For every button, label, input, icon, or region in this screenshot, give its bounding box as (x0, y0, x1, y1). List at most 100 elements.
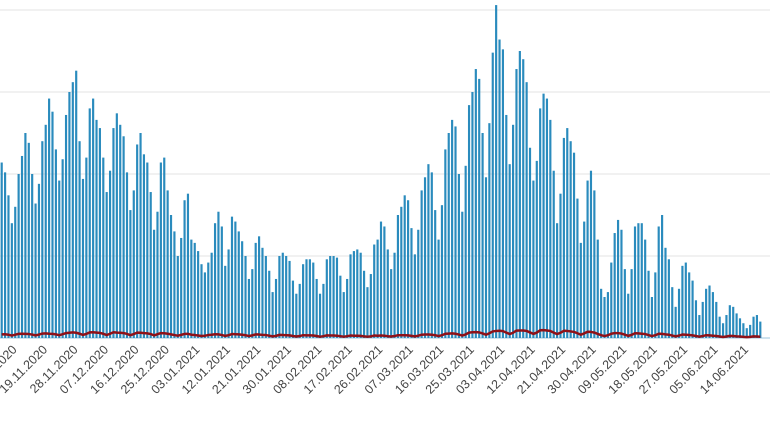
bar (173, 231, 176, 338)
bar (257, 236, 261, 338)
bar (549, 119, 552, 338)
bar (498, 39, 501, 339)
bar (159, 162, 162, 338)
bar (413, 254, 416, 338)
bar (37, 183, 41, 338)
bar (674, 306, 677, 338)
bar (268, 270, 271, 338)
bar (616, 219, 620, 338)
bar (207, 262, 210, 338)
bar (81, 178, 85, 338)
bar (684, 262, 687, 338)
bar (515, 69, 518, 338)
bar (112, 128, 115, 338)
bar (728, 305, 731, 338)
bar (322, 283, 325, 338)
bar (92, 98, 95, 338)
bar (3, 172, 7, 338)
bar (606, 292, 609, 338)
bar (488, 123, 491, 338)
bar (467, 105, 471, 339)
bar (542, 93, 545, 338)
bar (298, 283, 301, 338)
bar (454, 126, 457, 338)
bar (505, 114, 508, 339)
bar (464, 165, 467, 338)
bar (593, 190, 596, 338)
bar (125, 172, 129, 338)
bar (51, 111, 54, 339)
bar (738, 318, 742, 338)
bar (525, 82, 528, 338)
bar (650, 297, 654, 338)
bar (647, 270, 650, 338)
bar (657, 226, 660, 338)
bar (58, 180, 61, 338)
bar (701, 301, 704, 338)
bar (681, 265, 684, 338)
bar (308, 259, 311, 338)
bar (430, 172, 433, 338)
bar (742, 323, 745, 338)
bar (369, 274, 372, 338)
bar (572, 152, 576, 338)
bar (725, 315, 728, 338)
bar (630, 269, 633, 338)
bar (396, 215, 400, 338)
bar (376, 239, 379, 338)
bar (373, 244, 376, 338)
bar (501, 49, 505, 339)
bar (508, 164, 511, 338)
bar (667, 259, 670, 338)
bar (166, 190, 169, 338)
bar (315, 278, 318, 338)
bar (583, 221, 586, 338)
bar (193, 242, 196, 338)
bar (759, 321, 762, 338)
bar (254, 242, 257, 338)
bar (691, 280, 694, 338)
bar (24, 133, 27, 338)
bar (220, 226, 223, 338)
bar (224, 265, 227, 338)
bar (596, 239, 599, 338)
bar (190, 239, 193, 338)
bar (586, 180, 589, 338)
bar (61, 159, 64, 338)
bar (149, 192, 152, 338)
bar (176, 256, 179, 338)
bar (481, 133, 484, 338)
bar (410, 228, 413, 338)
bar (478, 78, 481, 338)
bar (329, 256, 332, 338)
bar (444, 149, 447, 338)
bar (721, 323, 725, 338)
bar (95, 119, 98, 338)
bar (41, 141, 44, 338)
bar (122, 136, 125, 338)
bar (54, 149, 57, 338)
bar (461, 211, 464, 338)
bar (440, 205, 444, 338)
bar (735, 313, 738, 338)
bar (637, 223, 640, 338)
bar (620, 229, 623, 338)
bar (302, 264, 305, 338)
bar (379, 221, 383, 338)
bar (88, 108, 91, 339)
bar (34, 203, 37, 338)
bar (71, 82, 74, 338)
bar (535, 160, 538, 338)
bar (532, 180, 535, 338)
bar (623, 269, 626, 338)
bar (366, 287, 369, 338)
bar (342, 292, 345, 338)
bar (562, 137, 565, 338)
bar (749, 324, 752, 338)
bar (732, 306, 735, 338)
bar (677, 288, 681, 338)
bar (552, 170, 555, 338)
bar (705, 288, 708, 338)
bar (0, 162, 3, 338)
